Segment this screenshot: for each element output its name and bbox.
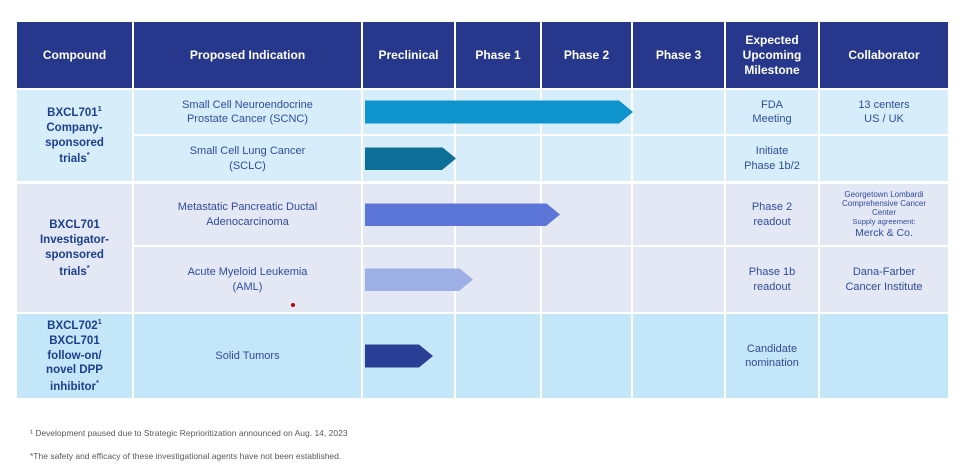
group-company-sponsored-trials: BXCL7011 Company- sponsored trials* Smal… xyxy=(17,90,948,181)
header-preclinical: Preclinical xyxy=(363,22,456,88)
group-investigator-sponsored-trials: BXCL701 Investigator- sponsored trials* … xyxy=(17,184,948,312)
supply-agreement-partner: Merck & Co. xyxy=(855,227,913,240)
header-expected-upcoming-milestone: Expected Upcoming Milestone xyxy=(726,22,820,88)
preclinical-cell xyxy=(363,314,456,398)
collaborator-cell xyxy=(820,136,948,181)
phase-progress-arrow xyxy=(365,203,560,226)
group-rows: Solid Tumors Candidate nomination xyxy=(134,314,948,398)
milestone-cell: FDA Meeting xyxy=(726,90,820,134)
indication-cell: Acute Myeloid Leukemia (AML) xyxy=(134,247,363,312)
compound-cell-bxcl701-investigator: BXCL701 Investigator- sponsored trials* xyxy=(17,184,134,312)
footnote-safety-efficacy: *The safety and efficacy of these invest… xyxy=(30,451,342,461)
header-phase-3: Phase 3 xyxy=(633,22,726,88)
phase-progress-arrow xyxy=(365,268,473,291)
phase1-cell xyxy=(456,136,542,181)
pipeline-row-sclc: Small Cell Lung Cancer (SCLC) Initiate P… xyxy=(134,134,948,181)
collaborator-name: Georgetown Lombardi Comprehensive Cancer… xyxy=(841,189,927,218)
compound-name: BXCL7011 xyxy=(47,103,102,119)
group-rows: Small Cell Neuroendocrine Prostate Cance… xyxy=(134,90,948,181)
phase3-cell xyxy=(633,184,726,245)
phase-progress-arrow xyxy=(365,101,633,124)
collaborator-cell: Georgetown Lombardi Comprehensive Cancer… xyxy=(820,184,948,245)
compound-cell-bxcl702: BXCL7021 BXCL701 follow-on/ novel DPP in… xyxy=(17,314,134,398)
group-bxcl702: BXCL7021 BXCL701 follow-on/ novel DPP in… xyxy=(17,314,948,398)
header-compound: Compound xyxy=(17,22,134,88)
indication-cell: Small Cell Lung Cancer (SCLC) xyxy=(134,136,363,181)
phase1-cell xyxy=(456,314,542,398)
table-header-row: Compound Proposed Indication Preclinical… xyxy=(17,22,948,88)
pipeline-row-pancreatic: Metastatic Pancreatic Ductal Adenocarcin… xyxy=(134,184,948,245)
red-footnote-mark xyxy=(291,303,295,307)
phase3-cell xyxy=(633,247,726,312)
compound-cell-bxcl701-company: BXCL7011 Company- sponsored trials* xyxy=(17,90,134,181)
phase3-cell xyxy=(633,90,726,134)
indication-cell: Solid Tumors xyxy=(134,314,363,398)
compound-description: Investigator- sponsored trials* xyxy=(39,234,109,278)
milestone-cell: Initiate Phase 1b/2 xyxy=(726,136,820,181)
indication-cell: Small Cell Neuroendocrine Prostate Cance… xyxy=(134,90,363,134)
phase3-cell xyxy=(633,314,726,398)
pipeline-table: Compound Proposed Indication Preclinical… xyxy=(17,22,948,398)
phase-progress-arrow xyxy=(365,345,433,368)
header-proposed-indication: Proposed Indication xyxy=(134,22,363,88)
collaborator-cell xyxy=(820,314,948,398)
collaborator-cell: 13 centers US / UK xyxy=(858,98,910,125)
group-rows: Metastatic Pancreatic Ductal Adenocarcin… xyxy=(134,184,948,312)
compound-name: BXCL7021 xyxy=(47,316,102,332)
phase3-cell xyxy=(633,136,726,181)
header-phase-1: Phase 1 xyxy=(456,22,542,88)
pipeline-row-scnc: Small Cell Neuroendocrine Prostate Cance… xyxy=(134,90,948,134)
pipeline-row-aml: Acute Myeloid Leukemia (AML) Phase 1b re… xyxy=(134,245,948,312)
phase2-cell xyxy=(542,136,633,181)
compound-description: BXCL701 follow-on/ novel DPP inhibitor* xyxy=(46,334,103,394)
phase2-cell xyxy=(542,314,633,398)
milestone-cell: Candidate nomination xyxy=(726,314,820,398)
compound-name: BXCL701 xyxy=(49,219,100,232)
supply-agreement-label: Supply agreement: xyxy=(852,217,916,227)
indication-cell: Metastatic Pancreatic Ductal Adenocarcin… xyxy=(134,184,363,245)
milestone-cell: Phase 1b readout xyxy=(726,247,820,312)
phase-progress-arrow xyxy=(365,147,456,170)
compound-description: Company- sponsored trials* xyxy=(45,121,104,166)
footnote-development-paused: ¹ Development paused due to Strategic Re… xyxy=(30,428,348,438)
milestone-cell: Phase 2 readout xyxy=(726,184,820,245)
header-phase-2: Phase 2 xyxy=(542,22,633,88)
header-collaborator: Collaborator xyxy=(820,22,948,88)
pipeline-row-solid-tumors: Solid Tumors Candidate nomination xyxy=(134,314,948,398)
phase2-cell xyxy=(542,184,633,245)
phase2-cell xyxy=(542,247,633,312)
collaborator-cell: Dana-Farber Cancer Institute xyxy=(845,266,923,293)
phase1-cell xyxy=(456,247,542,312)
